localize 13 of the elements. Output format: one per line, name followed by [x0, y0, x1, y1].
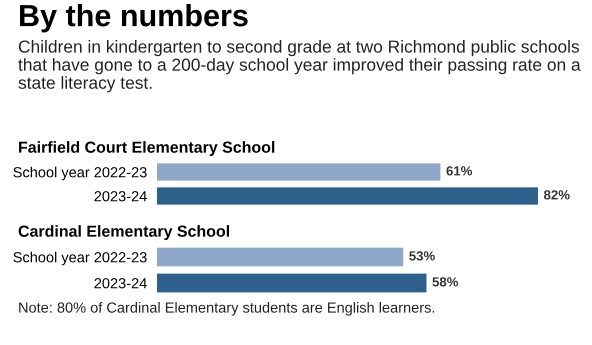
y-tick-label: 2023-24 [94, 191, 147, 202]
chart-title: Cardinal Elementary School [18, 225, 230, 240]
chart-title: Fairfield Court Elementary School [19, 141, 274, 156]
data-label: 53% [409, 251, 435, 261]
text: Children in kindergarten to second grade at two Richmond public schools that have gone to a 200-day school year improved their passing rate on a state literacy test. [18, 40, 581, 92]
y-tick-label: School year 2022-23 [13, 252, 147, 266]
y-tick-label: School year 2022-23 [13, 166, 147, 180]
y-tick-label: 2023-24 [94, 278, 147, 288]
text: By the numbers [20, 4, 248, 32]
data-label: 82% [544, 190, 570, 200]
data-label: 61% [446, 166, 472, 176]
text: Note: 80% of Cardinal Elementary students are English learners. [19, 302, 434, 316]
data-label: 58% [432, 277, 458, 287]
